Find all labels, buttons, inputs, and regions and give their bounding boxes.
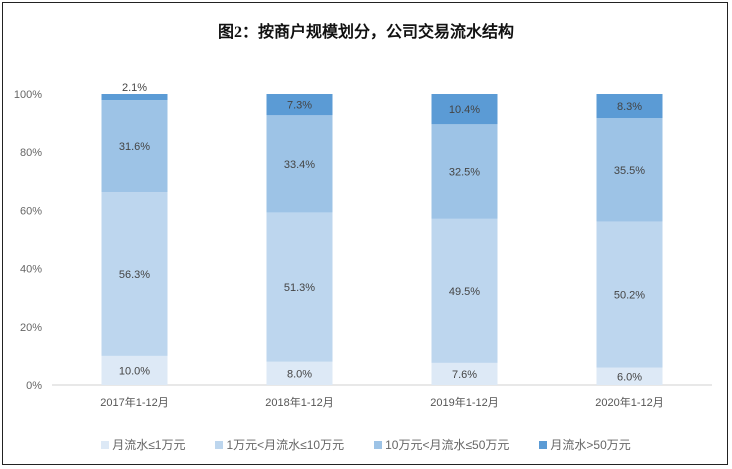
data-label: 56.3% (119, 269, 150, 281)
y-tick-label: 60% (20, 205, 42, 217)
bar-segment (431, 94, 498, 125)
legend-swatch (374, 440, 383, 449)
bar-segment (596, 118, 663, 222)
data-label: 2.1% (122, 82, 147, 94)
x-tick-label: 2017年1-12月 (100, 395, 169, 409)
bar-segment (266, 361, 333, 385)
legend-label: 月流水>50万元 (550, 438, 631, 452)
data-label: 10.0% (119, 365, 150, 377)
chart-title: 图2：按商户规模划分，公司交易流水结构 (217, 24, 514, 41)
data-label: 7.6% (452, 369, 477, 381)
data-label: 6.0% (617, 371, 642, 383)
y-tick-label: 20% (20, 322, 42, 334)
data-label: 51.3% (284, 282, 315, 294)
bar-segment (596, 367, 663, 385)
legend-swatch (215, 440, 224, 449)
x-tick-label: 2019年1-12月 (430, 395, 499, 409)
bar-segment (596, 94, 663, 119)
data-label: 10.4% (449, 104, 480, 116)
bar-segment (266, 212, 333, 362)
bar-segment (431, 124, 498, 219)
bar-segment (101, 100, 168, 193)
legend: 月流水≤1万元 1万元<月流水≤10万元 10万元<月流水≤50万元 月流水>50万元 (0, 436, 732, 453)
data-label: 8.0% (287, 368, 312, 380)
data-label: 7.3% (287, 100, 312, 112)
bar-segment (596, 221, 663, 368)
data-label: 32.5% (449, 167, 480, 179)
bar-segment (101, 192, 168, 356)
data-label: 31.6% (119, 141, 150, 153)
legend-label: 10万元<月流水≤50万元 (385, 438, 510, 452)
bar-segment (431, 362, 498, 385)
legend-item: 10万元<月流水≤50万元 (374, 436, 509, 453)
bar-segment (266, 94, 333, 116)
data-label: 49.5% (449, 286, 480, 298)
legend-label: 1万元<月流水≤10万元 (226, 438, 345, 452)
legend-item: 1万元<月流水≤10万元 (215, 436, 344, 453)
bar-segment (431, 218, 498, 363)
bar-segment (266, 115, 333, 213)
x-tick-label: 2018年1-12月 (265, 395, 334, 409)
legend-swatch (539, 440, 548, 449)
data-label: 33.4% (284, 159, 315, 171)
legend-item: 月流水>50万元 (539, 436, 631, 453)
legend-item: 月流水≤1万元 (101, 436, 185, 453)
y-tick-label: 0% (26, 380, 42, 392)
bar-segment (101, 355, 168, 385)
data-label: 8.3% (617, 101, 642, 113)
data-label: 35.5% (614, 165, 645, 177)
legend-swatch (101, 440, 110, 449)
legend-label: 月流水≤1万元 (112, 438, 186, 452)
bar-segment (101, 94, 168, 101)
data-label: 50.2% (614, 289, 645, 301)
y-tick-label: 100% (14, 89, 42, 101)
y-tick-label: 40% (20, 264, 42, 276)
x-tick-label: 2020年1-12月 (595, 395, 664, 409)
chart-frame (2, 2, 728, 465)
y-tick-label: 80% (20, 147, 42, 159)
